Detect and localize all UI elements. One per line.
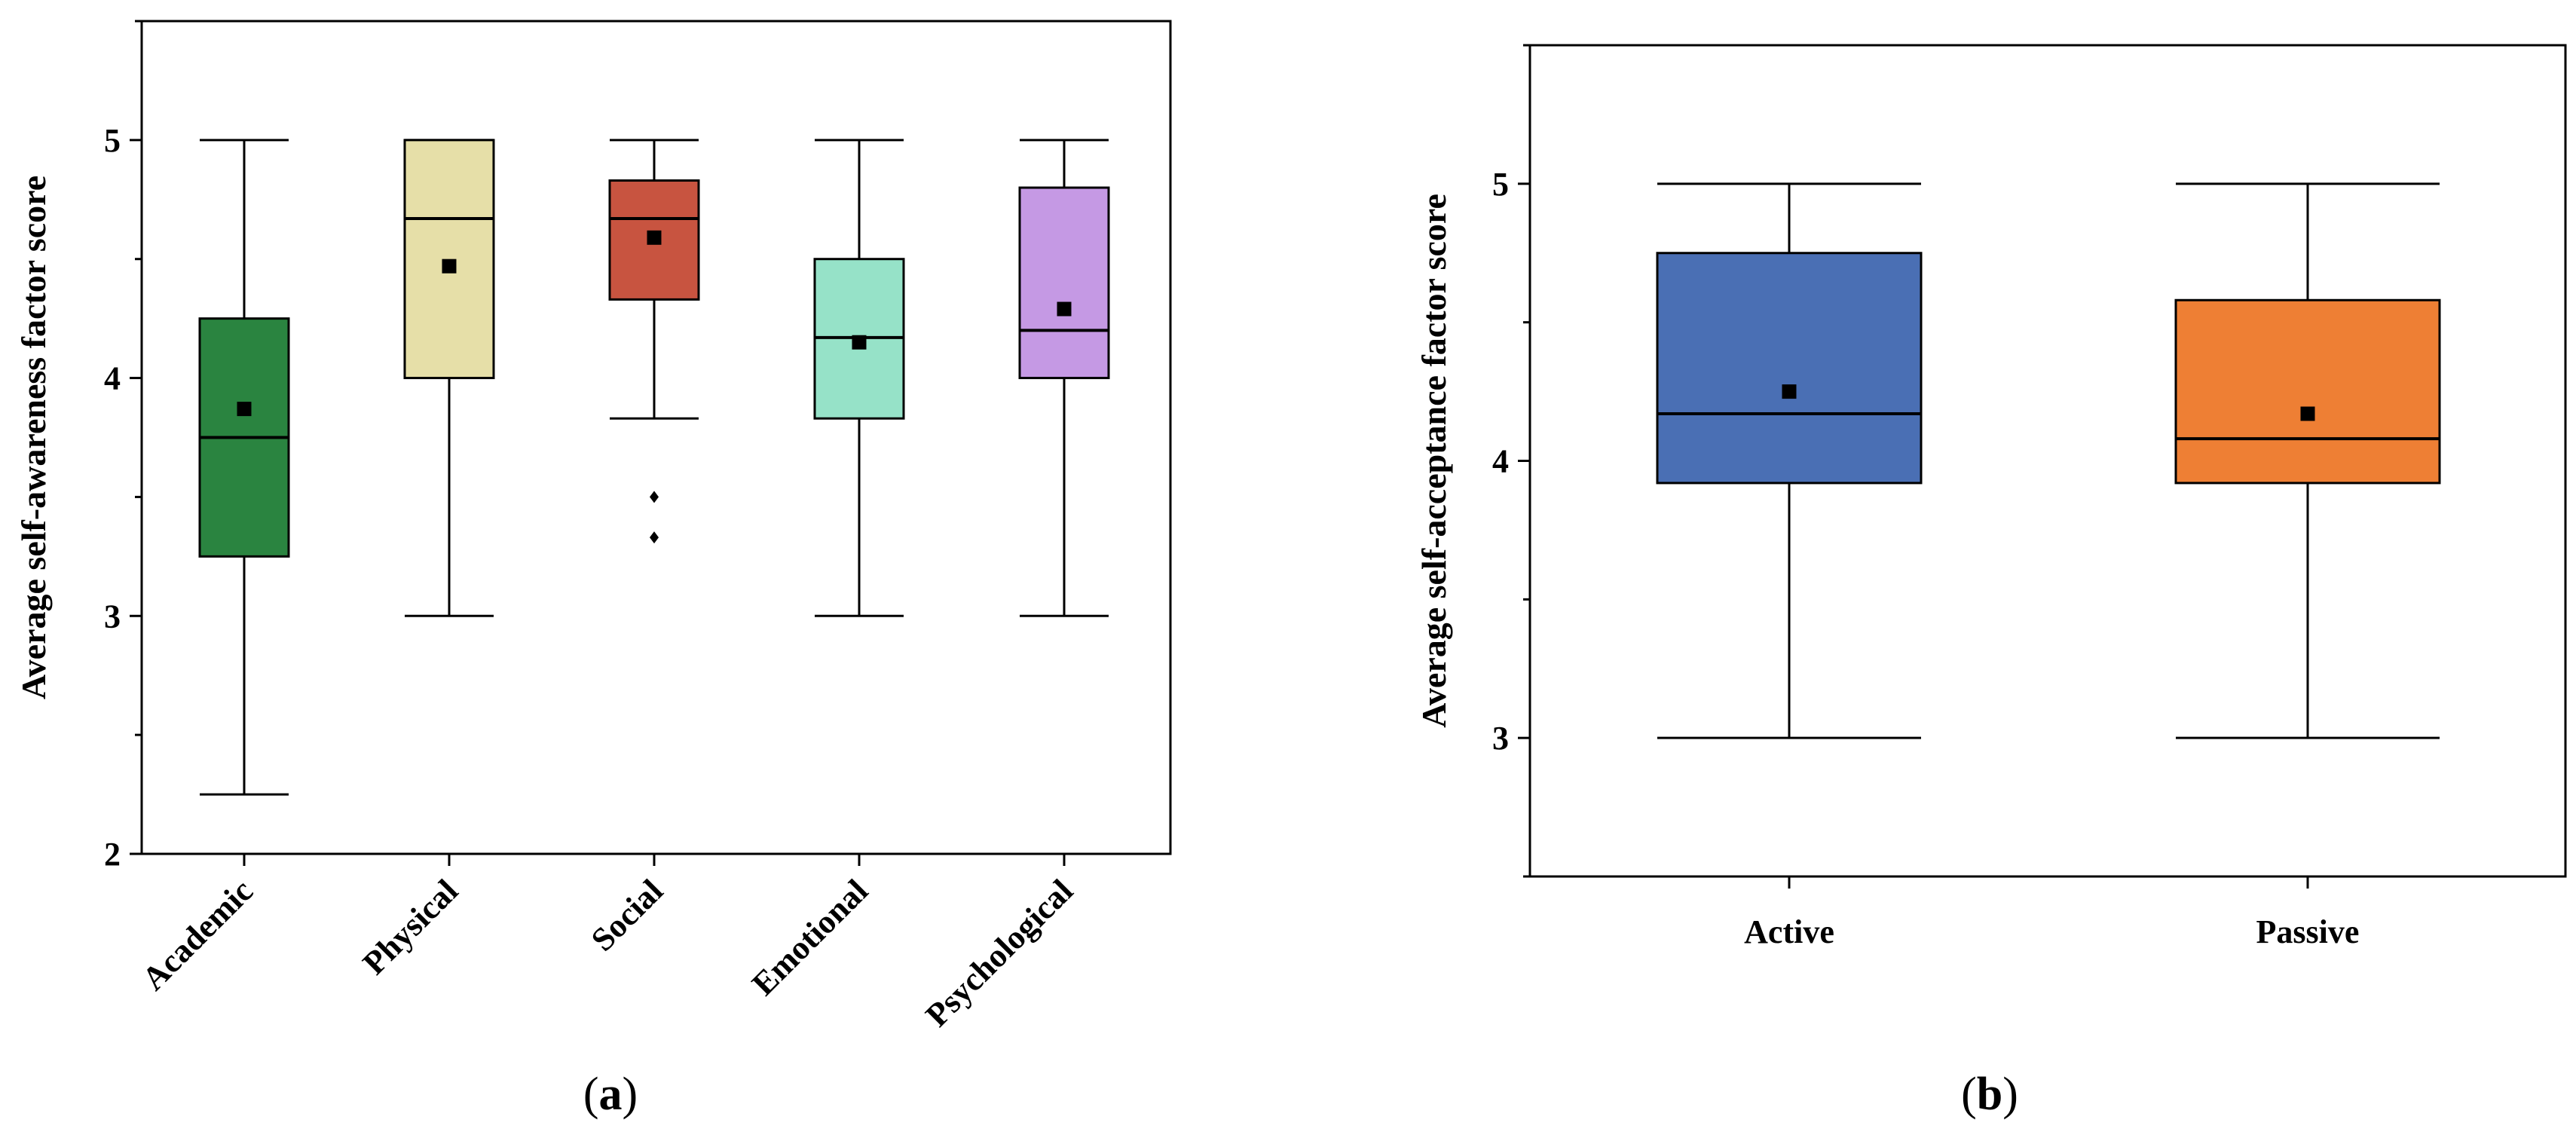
plot-frame bbox=[140, 20, 1172, 855]
mean-marker bbox=[852, 335, 867, 350]
caption-close-paren: ) bbox=[623, 1069, 638, 1120]
panel-caption: (b) bbox=[1961, 1069, 2018, 1120]
caption-letter: b bbox=[1977, 1069, 2002, 1120]
mean-marker bbox=[442, 258, 457, 274]
y-axis-title: Average self-acceptance factor score bbox=[1415, 194, 1453, 728]
box-body bbox=[608, 179, 700, 301]
y-tick-label: 3 bbox=[1492, 720, 1509, 757]
x-category-label: Psychological bbox=[919, 872, 1080, 1033]
panel-b: 3 4 5 Average self-acceptance factor score A… bbox=[1415, 44, 2567, 1120]
caption-close-paren: ) bbox=[2002, 1069, 2018, 1120]
box-psychological: Psychological bbox=[919, 139, 1110, 1034]
x-category-label: Social bbox=[584, 872, 670, 958]
mean-marker bbox=[1782, 384, 1797, 399]
y-tick-label: 4 bbox=[104, 360, 121, 397]
panel-caption: (a) bbox=[583, 1069, 638, 1120]
caption-open-paren: ( bbox=[583, 1069, 599, 1120]
box-body bbox=[2174, 298, 2441, 485]
caption-open-paren: ( bbox=[1961, 1069, 1977, 1120]
box-academic: Academic bbox=[135, 139, 290, 997]
box-social: Social bbox=[584, 139, 700, 959]
outlier-marker bbox=[650, 531, 659, 544]
box-emotional: Emotional bbox=[745, 139, 905, 1002]
mean-marker bbox=[2300, 406, 2315, 421]
y-tick-label: 5 bbox=[104, 122, 121, 159]
box-passive: Passive bbox=[2174, 182, 2441, 950]
x-category-label: Academic bbox=[135, 872, 260, 997]
y-tick-label: 3 bbox=[104, 598, 121, 635]
x-category-label: Active bbox=[1744, 913, 1834, 950]
y-axis-title: Average self-awareness factor score bbox=[14, 176, 53, 699]
x-category-label: Physical bbox=[356, 872, 465, 981]
y-tick-label: 5 bbox=[1492, 166, 1509, 203]
outlier-marker bbox=[650, 491, 659, 503]
mean-marker bbox=[237, 402, 252, 417]
y-tick-label: 2 bbox=[104, 836, 121, 873]
box-physical: Physical bbox=[356, 139, 495, 982]
box-body bbox=[1018, 186, 1110, 380]
y-tick-label: 4 bbox=[1492, 443, 1509, 480]
x-category-label: Emotional bbox=[745, 872, 875, 1002]
mean-marker bbox=[1057, 301, 1072, 317]
panel-a: 2 3 4 5 Average self-awareness factor score A… bbox=[14, 20, 1172, 1120]
x-category-label: Passive bbox=[2256, 913, 2360, 950]
mean-marker bbox=[647, 230, 662, 245]
box-active: Active bbox=[1656, 182, 1923, 950]
caption-letter: a bbox=[599, 1069, 623, 1120]
box-body bbox=[1656, 252, 1923, 485]
